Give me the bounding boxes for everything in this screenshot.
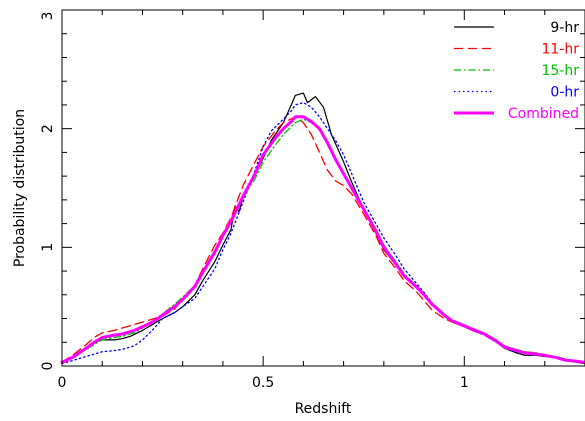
x-axis-title: Redshift [295,401,352,417]
y-tick-label: 0 [40,362,56,371]
legend-label-combined: Combined [508,106,579,122]
legend-label-15-hr: 15-hr [542,63,580,79]
y-tick-label: 3 [40,12,56,21]
series-line-combined [60,115,585,364]
ticks-layer: 0 0.5 1 0 1 2 3 [40,9,585,391]
legend-label-0-hr: 0-hr [550,85,579,101]
x-tick-label: 0 [58,375,67,391]
y-tick-label: 1 [40,243,56,252]
legend-label-11-hr: 11-hr [542,42,580,58]
legend-label-9-hr: 9-hr [550,20,579,36]
plot-frame [61,9,585,367]
x-tick-label: 0.5 [252,375,274,391]
y-axis-title: Probability distribution [12,109,28,267]
legend: 9-hr 11-hr 15-hr 0-hr Combined [454,20,579,122]
x-tick-label: 1 [460,375,469,391]
y-tick-label: 2 [40,124,56,133]
series-layer [60,92,585,365]
